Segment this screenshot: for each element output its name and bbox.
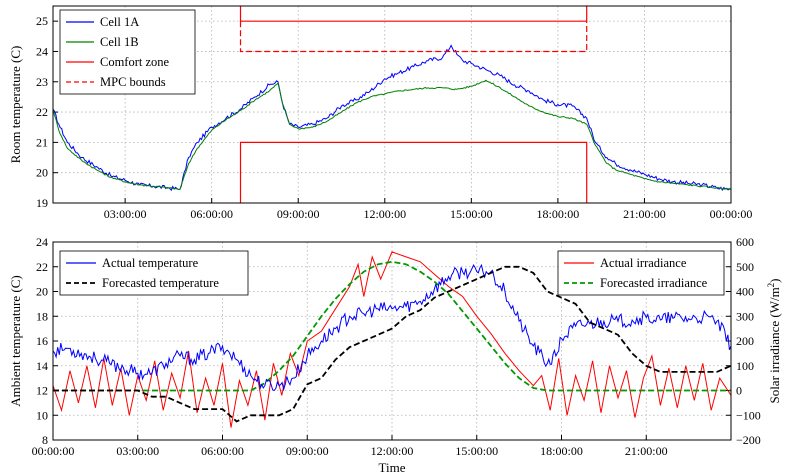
y-tick-label: 24 — [36, 235, 48, 249]
y-axis-label: Room temperature (C) — [8, 46, 23, 164]
y-right-tick-label: 400 — [736, 285, 754, 299]
y-tick-label: 19 — [36, 196, 48, 210]
plot-frame — [52, 5, 732, 204]
y-tick-label: 20 — [36, 166, 48, 180]
x-tick-label: 15:00:00 — [450, 207, 493, 221]
plot-area — [53, 6, 731, 203]
series-line-forecasted-irradiance — [53, 260, 731, 392]
room-temperature-chart: 03:00:00 06:00:00 09:00:00 12:00:00 15:00:00… — [8, 5, 753, 221]
legend: Cell 1A Cell 1B Comfort zone MPC bounds — [59, 9, 196, 95]
x-tick-label: 09:00:00 — [277, 207, 320, 221]
x-tick-label: 21:00:00 — [623, 207, 666, 221]
series-line-comfort-zone — [239, 6, 588, 22]
x-tick-label: 12:00:00 — [371, 444, 414, 458]
legend-box — [557, 250, 725, 296]
x-tick-label: 15:00:00 — [455, 444, 498, 458]
series-line-actual-temperature — [53, 263, 731, 392]
y-tick-label: 16 — [36, 334, 48, 348]
y-tick-label: 24 — [36, 44, 48, 58]
y-tick-label: 22 — [36, 105, 48, 119]
y-right-tick-label: 200 — [736, 334, 754, 348]
legend-right: Actual irradiance Forecasted irradiance — [557, 250, 725, 296]
x-tick-label: 18:00:00 — [537, 207, 580, 221]
legend-label: Actual temperature — [102, 256, 199, 270]
plot-frame — [52, 241, 732, 441]
x-tick-label: 00:00:00 — [32, 444, 75, 458]
x-tick-label: 12:00:00 — [363, 207, 406, 221]
series-line-forecasted-temperature — [53, 265, 731, 423]
x-tick-label: 06:00:00 — [190, 207, 233, 221]
series-line-comfort-zone — [239, 141, 588, 203]
y-tick-label: 10 — [36, 408, 48, 422]
y-tick-label: 14 — [36, 359, 48, 373]
x-tick-label: 00:00:00 — [710, 207, 753, 221]
y-tick-label: 8 — [42, 433, 48, 447]
x-tick-label: 18:00:00 — [540, 444, 583, 458]
y-right-tick-label: 300 — [736, 309, 754, 323]
legend-label: MPC bounds — [100, 75, 166, 89]
legend-label: Cell 1B — [100, 35, 139, 49]
x-tick-label: 09:00:00 — [286, 444, 329, 458]
y-right-tick-label: −100 — [736, 408, 761, 422]
y-tick-label: 23 — [36, 75, 48, 89]
y-right-axis-label: Solar irradiance (W/m2) — [766, 278, 782, 403]
legend-label: Forecasted temperature — [102, 276, 219, 290]
legend-label: Actual irradiance — [600, 256, 687, 270]
plot-area — [53, 251, 731, 428]
y-tick-label: 18 — [36, 309, 48, 323]
y-axis-label: Ambient temperature (C) — [8, 275, 23, 406]
y-right-tick-label: 500 — [736, 260, 754, 274]
x-axis-label: Time — [379, 460, 406, 475]
y-tick-label: 22 — [36, 260, 48, 274]
legend-left: Actual temperature Forecasted temperature — [59, 250, 249, 296]
y-right-tick-label: 600 — [736, 235, 754, 249]
series-line-cell-1b — [53, 79, 731, 191]
legend-label: Cell 1A — [100, 15, 139, 29]
y-right-tick-label: 100 — [736, 359, 754, 373]
x-tick-label: 21:00:00 — [625, 444, 668, 458]
y-tick-label: 21 — [36, 135, 48, 149]
x-tick-label: 03:00:00 — [104, 207, 147, 221]
legend-box — [59, 250, 249, 296]
legend-label: Comfort zone — [100, 55, 170, 69]
y-right-tick-label: 0 — [736, 384, 742, 398]
y-tick-label: 20 — [36, 285, 48, 299]
series-line-mpc-bounds — [239, 21, 588, 53]
x-tick-label: 06:00:00 — [201, 444, 244, 458]
y-tick-label: 12 — [36, 384, 48, 398]
y-right-tick-label: −200 — [736, 433, 761, 447]
x-tick-label: 03:00:00 — [116, 444, 159, 458]
ambient-temperature-irradiance-chart: 00:00:00 03:00:00 06:00:00 09:00:00 12:00:00… — [8, 235, 782, 475]
y-tick-label: 25 — [36, 14, 48, 28]
legend-box — [59, 9, 196, 95]
legend-label: Forecasted irradiance — [600, 276, 708, 290]
